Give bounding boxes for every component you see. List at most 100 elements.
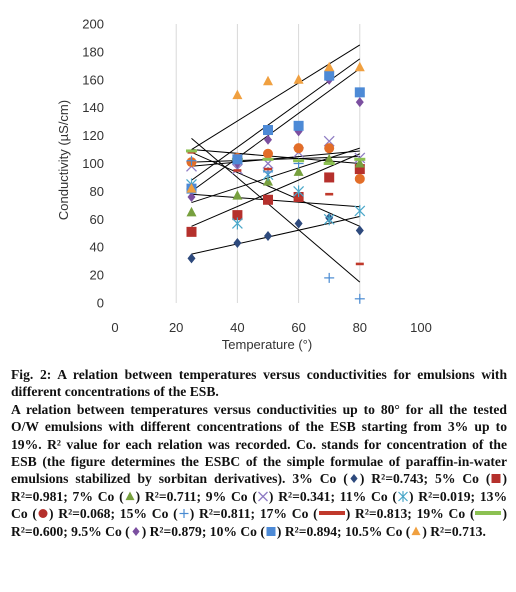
data-point-square	[263, 194, 273, 205]
legend-item-r2: ) R²=0.019;	[408, 488, 480, 504]
legend-item-r2: ) R²=0.981;	[11, 471, 507, 504]
figure-title: Fig. 2: A relation between temperatures …	[11, 366, 507, 401]
data-point-triangle	[411, 526, 421, 535]
legend-item-label: 9% Co (	[205, 488, 257, 504]
legend-marker-bar	[475, 511, 502, 516]
caption-body-paragraph: A relation between temperatures versus c…	[11, 401, 507, 540]
data-point-diamond	[233, 238, 242, 249]
data-point-square	[232, 154, 243, 165]
legend-item-r2: ) R²=0.813;	[345, 506, 417, 522]
legend-marker-square	[266, 526, 276, 536]
data-point-star	[293, 185, 305, 198]
legend-item-label: 19% Co (	[416, 506, 475, 522]
legend-item-r2: ) R²=0.711;	[135, 488, 206, 504]
figure-caption: Fig. 2: A relation between temperatures …	[11, 366, 507, 540]
legend-marker-diamond	[350, 474, 358, 484]
data-point-triangle	[354, 158, 365, 168]
y-tick-label: 80	[90, 184, 104, 199]
legend-item-r2: ) R²=0.743;	[359, 471, 436, 487]
legend-item-r2: ) R²=0.341;	[268, 488, 340, 504]
data-point-plus	[354, 293, 365, 304]
data-point-diamond	[264, 134, 272, 145]
trendline-0	[191, 216, 360, 255]
legend-item-r2: ) R²=0.600;	[11, 506, 508, 539]
y-tick-label: 0	[97, 296, 104, 311]
data-point-bar	[354, 157, 366, 161]
data-point-square	[491, 474, 501, 484]
trendline-7	[191, 151, 361, 227]
x-tick-label: 20	[169, 320, 183, 335]
data-point-bar	[262, 157, 274, 161]
legend-item-label: 3% Co (	[292, 471, 348, 487]
trendline-5	[191, 156, 360, 163]
data-point-diamond	[187, 191, 196, 202]
caption-legend: 3% Co () R²=0.743; 5% Co () R²=0.981; 7%…	[11, 471, 507, 538]
y-axis-title: Conductivity (µS/cm)	[56, 100, 71, 220]
data-point-bar	[293, 159, 305, 163]
chart-area: 0 20 40 60 80 100 0 20 40 60 80 100 120 140 160 180 200 …	[56, 17, 432, 353]
trendline-9	[191, 68, 361, 192]
data-point-plus	[324, 272, 335, 283]
data-point-bar	[323, 162, 335, 165]
data-point-square	[354, 164, 365, 175]
legend-item-r2: ) R²=0.068;	[48, 506, 120, 522]
legend-item-label: 17% Co (	[259, 506, 318, 522]
tick-labels: 0 20 40 60 80 100 0 20 40 60 80 100 120 140 160 180 200	[82, 17, 432, 336]
x-axis-title: Temperature (°)	[222, 337, 312, 352]
data-point-triangle	[324, 153, 335, 164]
legend-item-label: 15% Co (	[119, 506, 178, 522]
data-point-star	[231, 217, 243, 230]
data-point-diamond	[132, 526, 140, 536]
y-tick-label: 40	[90, 240, 104, 255]
legend-item-label: 11% Co (	[339, 488, 397, 504]
figure-title-text: A relation between temperatures versus c…	[11, 367, 507, 400]
data-point-x	[231, 163, 243, 175]
data-point-diamond	[294, 218, 303, 229]
data-point-diamond	[350, 474, 358, 484]
trendline-11	[191, 44, 361, 150]
legend-item-r2: ) R²=0.713.	[422, 523, 486, 539]
caption-body: A relation between temperatures versus c…	[11, 401, 507, 487]
data-markers	[186, 61, 366, 304]
data-point-x	[257, 491, 268, 502]
data-point-triangle	[293, 166, 304, 176]
legend-item-r2: ) R²=0.879;	[141, 523, 210, 539]
data-point-plus	[179, 509, 189, 519]
data-point-square	[354, 87, 365, 98]
scatter-chart: 0 20 40 60 80 100020406080100120140160180200 …	[56, 17, 432, 353]
data-point-plus	[186, 155, 197, 166]
data-point-triangle	[125, 491, 135, 500]
data-point-triangle	[354, 61, 365, 72]
data-point-square	[293, 120, 304, 131]
data-point-square	[324, 172, 335, 183]
data-point-triangle	[232, 190, 243, 200]
data-point-diamond	[187, 253, 196, 264]
trendline-4	[191, 193, 360, 208]
x-tick-label: 60	[291, 320, 305, 335]
data-point-triangle	[263, 176, 273, 186]
legend-item-label: 5% Co (	[435, 471, 491, 487]
data-point-dash	[294, 197, 303, 200]
y-tick-label: 120	[82, 128, 104, 143]
data-point-dash	[233, 169, 242, 172]
data-point-triangle	[324, 61, 335, 72]
data-point-diamond	[294, 126, 303, 137]
legend-marker-x	[257, 491, 268, 502]
trendline-3	[191, 150, 360, 167]
x-tick-label: 40	[230, 320, 244, 335]
x-tick-label: 100	[410, 320, 432, 335]
x-tick-label: 0	[111, 320, 118, 335]
legend-marker-dash	[318, 511, 345, 516]
y-tick-label: 200	[82, 17, 104, 32]
data-point-square	[324, 70, 335, 81]
data-point-square	[263, 125, 273, 136]
y-tick-label: 20	[90, 268, 104, 283]
legend-marker-star	[398, 490, 408, 502]
data-point-circle	[263, 148, 273, 159]
data-point-dash	[325, 192, 334, 196]
data-point-square	[266, 526, 276, 536]
data-point-circle	[354, 173, 365, 184]
data-point-triangle	[263, 75, 273, 86]
legend-item-label: 9.5% Co (	[71, 523, 130, 539]
data-point-circle	[293, 143, 304, 154]
